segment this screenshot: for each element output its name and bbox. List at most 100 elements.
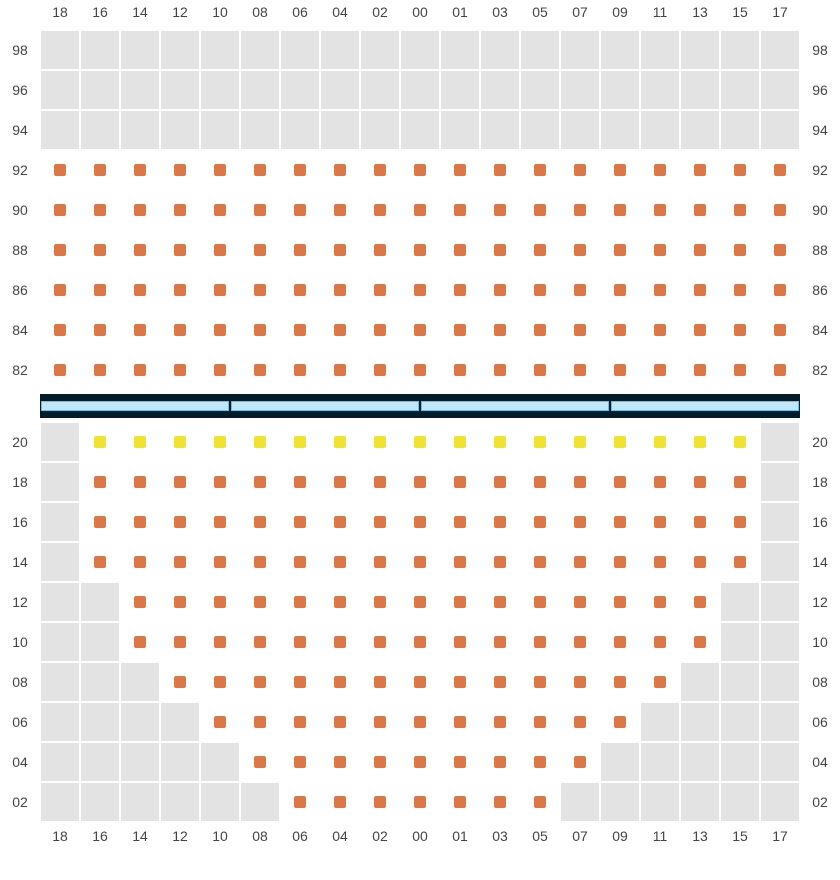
seat-cell[interactable] — [240, 742, 280, 782]
seat-cell[interactable] — [520, 622, 560, 662]
seat-cell[interactable] — [120, 622, 160, 662]
seat-cell[interactable] — [520, 422, 560, 462]
seat-cell[interactable] — [440, 622, 480, 662]
seat-cell[interactable] — [440, 462, 480, 502]
seat-cell[interactable] — [280, 190, 320, 230]
seat-cell[interactable] — [480, 310, 520, 350]
seat-cell[interactable] — [200, 702, 240, 742]
seat-cell[interactable] — [560, 270, 600, 310]
seat-cell[interactable] — [520, 310, 560, 350]
seat-cell[interactable] — [400, 502, 440, 542]
seat-cell[interactable] — [360, 350, 400, 390]
seat-cell[interactable] — [200, 310, 240, 350]
seat-cell[interactable] — [80, 310, 120, 350]
seat-cell[interactable] — [520, 782, 560, 822]
seat-cell[interactable] — [320, 150, 360, 190]
seat-cell[interactable] — [160, 462, 200, 502]
seat-cell[interactable] — [440, 350, 480, 390]
seat-cell[interactable] — [200, 462, 240, 502]
seat-cell[interactable] — [240, 422, 280, 462]
seat-cell[interactable] — [320, 502, 360, 542]
seat-cell[interactable] — [720, 542, 760, 582]
seat-cell[interactable] — [640, 502, 680, 542]
seat-cell[interactable] — [600, 150, 640, 190]
seat-cell[interactable] — [400, 742, 440, 782]
seat-cell[interactable] — [600, 502, 640, 542]
seat-cell[interactable] — [600, 462, 640, 502]
seat-cell[interactable] — [280, 230, 320, 270]
seat-cell[interactable] — [280, 542, 320, 582]
seat-cell[interactable] — [320, 702, 360, 742]
seat-cell[interactable] — [240, 350, 280, 390]
seat-cell[interactable] — [280, 622, 320, 662]
seat-cell[interactable] — [560, 622, 600, 662]
seat-cell[interactable] — [400, 310, 440, 350]
seat-cell[interactable] — [280, 702, 320, 742]
seat-cell[interactable] — [240, 270, 280, 310]
seat-cell[interactable] — [640, 422, 680, 462]
seat-cell[interactable] — [480, 582, 520, 622]
seat-cell[interactable] — [600, 422, 640, 462]
seat-cell[interactable] — [440, 310, 480, 350]
seat-cell[interactable] — [480, 422, 520, 462]
seat-cell[interactable] — [520, 190, 560, 230]
seat-cell[interactable] — [200, 270, 240, 310]
seat-cell[interactable] — [560, 150, 600, 190]
seat-cell[interactable] — [120, 582, 160, 622]
seat-cell[interactable] — [360, 310, 400, 350]
seat-cell[interactable] — [640, 462, 680, 502]
seat-cell[interactable] — [480, 542, 520, 582]
seat-cell[interactable] — [40, 230, 80, 270]
seat-cell[interactable] — [40, 150, 80, 190]
seat-cell[interactable] — [560, 462, 600, 502]
seat-cell[interactable] — [640, 150, 680, 190]
seat-cell[interactable] — [240, 190, 280, 230]
seat-cell[interactable] — [400, 350, 440, 390]
seat-cell[interactable] — [40, 190, 80, 230]
seat-cell[interactable] — [680, 462, 720, 502]
seat-cell[interactable] — [80, 230, 120, 270]
seat-cell[interactable] — [120, 542, 160, 582]
seat-cell[interactable] — [760, 350, 800, 390]
seat-cell[interactable] — [720, 422, 760, 462]
seat-cell[interactable] — [600, 702, 640, 742]
seat-cell[interactable] — [680, 270, 720, 310]
seat-cell[interactable] — [360, 190, 400, 230]
seat-cell[interactable] — [760, 270, 800, 310]
seat-cell[interactable] — [520, 542, 560, 582]
seat-cell[interactable] — [600, 350, 640, 390]
seat-cell[interactable] — [560, 662, 600, 702]
seat-cell[interactable] — [320, 230, 360, 270]
seat-cell[interactable] — [160, 662, 200, 702]
seat-cell[interactable] — [280, 150, 320, 190]
seat-cell[interactable] — [120, 150, 160, 190]
seat-cell[interactable] — [640, 582, 680, 622]
seat-cell[interactable] — [120, 230, 160, 270]
seat-cell[interactable] — [360, 502, 400, 542]
seat-cell[interactable] — [360, 270, 400, 310]
seat-cell[interactable] — [440, 782, 480, 822]
seat-cell[interactable] — [360, 782, 400, 822]
seat-cell[interactable] — [120, 310, 160, 350]
seat-cell[interactable] — [600, 230, 640, 270]
seat-cell[interactable] — [520, 350, 560, 390]
seat-cell[interactable] — [320, 742, 360, 782]
seat-cell[interactable] — [680, 230, 720, 270]
seat-cell[interactable] — [360, 742, 400, 782]
seat-cell[interactable] — [200, 190, 240, 230]
seat-cell[interactable] — [280, 462, 320, 502]
seat-cell[interactable] — [400, 230, 440, 270]
seat-cell[interactable] — [280, 662, 320, 702]
seat-cell[interactable] — [280, 270, 320, 310]
seat-cell[interactable] — [480, 702, 520, 742]
seat-cell[interactable] — [320, 462, 360, 502]
seat-cell[interactable] — [760, 310, 800, 350]
seat-cell[interactable] — [560, 582, 600, 622]
seat-cell[interactable] — [640, 542, 680, 582]
seat-cell[interactable] — [600, 542, 640, 582]
seat-cell[interactable] — [520, 662, 560, 702]
seat-cell[interactable] — [440, 150, 480, 190]
seat-cell[interactable] — [400, 542, 440, 582]
seat-cell[interactable] — [680, 542, 720, 582]
seat-cell[interactable] — [200, 230, 240, 270]
